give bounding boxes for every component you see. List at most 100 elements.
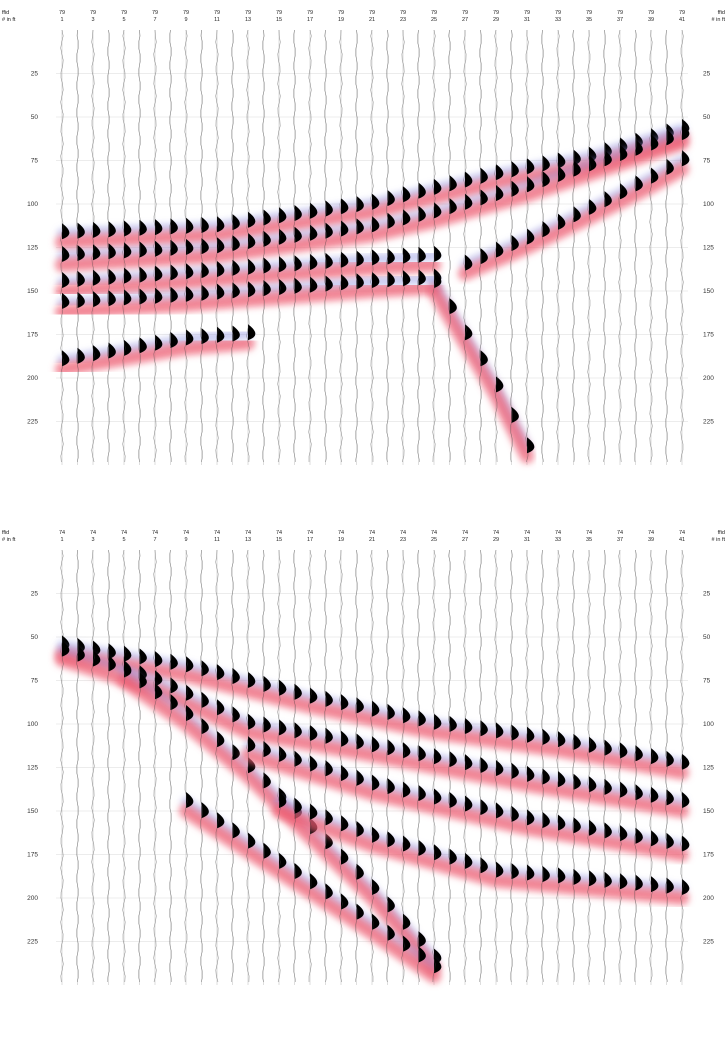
trace-wiggle — [370, 549, 374, 982]
wiggle-fill — [372, 272, 380, 288]
wiggle-fill — [527, 809, 535, 826]
trace-wiggle — [664, 549, 669, 983]
wiggle-fill — [341, 274, 349, 291]
trace-wiggle — [230, 549, 235, 983]
ffid-label: 74 — [679, 530, 685, 536]
wiggle-fill — [573, 206, 581, 223]
channel-label: 25 — [431, 537, 437, 543]
wiggle-fill — [325, 690, 333, 707]
wiggle-fill — [232, 744, 240, 761]
wiggle-fill — [620, 183, 628, 200]
wiggle-fill — [635, 175, 643, 192]
y-tick-label-right: 175 — [703, 852, 714, 859]
channel-label: 29 — [493, 17, 499, 23]
wiggle-fill — [403, 781, 411, 798]
wiggle-fill — [387, 271, 395, 288]
trace-wiggle — [509, 29, 514, 463]
channel-label: 7 — [153, 17, 156, 23]
ffid-label: 74 — [307, 530, 313, 536]
wiggle-fill — [356, 733, 364, 750]
wiggle-fill — [248, 713, 256, 730]
wiggle-fill — [201, 217, 209, 233]
y-tick-label-right: 125 — [703, 765, 714, 772]
wiggle-fill — [651, 830, 659, 847]
wiggle-fill — [232, 325, 240, 342]
wiggle-fill — [449, 751, 457, 768]
wiggle-fill — [155, 334, 163, 351]
wiggle-fill — [108, 655, 116, 672]
ffid-label: 79 — [462, 10, 468, 16]
wiggle-fill — [387, 924, 395, 941]
wiggle-fill — [651, 167, 659, 184]
channel-label: 13 — [245, 17, 251, 23]
y-tick-label-left: 200 — [27, 895, 38, 902]
wiggle-fill — [93, 345, 101, 362]
y-tick-label-left: 100 — [27, 721, 38, 728]
wiggle-fill — [155, 240, 163, 257]
wiggle-fill — [201, 691, 209, 708]
wiggle-fill — [434, 202, 442, 219]
trace-wiggle — [323, 549, 328, 983]
wiggle-fill — [542, 768, 550, 785]
trace-wiggle — [680, 549, 684, 983]
channel-label: 37 — [617, 537, 623, 543]
wiggle-fill — [449, 848, 457, 865]
wiggle-fill — [666, 877, 674, 894]
channel-label: 15 — [276, 537, 282, 543]
trace-wiggle — [478, 549, 483, 983]
wiggle-fill — [604, 822, 612, 839]
wiggle-fill — [325, 809, 333, 826]
wiggle-fill — [310, 687, 318, 704]
y-tick-label-right: 125 — [703, 245, 714, 252]
wiggle-fill — [496, 722, 504, 739]
trace-wiggle — [633, 549, 638, 983]
wiggle-fill — [217, 283, 225, 300]
ffid-label: 74 — [648, 530, 654, 536]
wiggle-fill — [589, 776, 597, 793]
wiggle-fill — [62, 350, 70, 367]
wiggle-fill — [573, 773, 581, 790]
trace-wiggle — [323, 29, 328, 463]
wiggle-fill — [434, 713, 442, 730]
wiggle-fill — [589, 736, 597, 753]
seismic-panel-bottom: ffid # in ft ffid # in ft 74 1 74 3 74 5 74 7 74 9 74 1… — [0, 520, 727, 1020]
wiggle-fill — [155, 219, 163, 236]
channel-label: 31 — [524, 537, 530, 543]
wiggle-fill — [310, 276, 318, 293]
y-tick-label-right: 25 — [703, 71, 711, 78]
trace-wiggle — [587, 549, 591, 983]
wiggle-fill — [217, 326, 225, 343]
channel-label: 21 — [369, 537, 375, 543]
wiggle-fill — [310, 755, 318, 772]
wiggle-fill — [542, 221, 550, 238]
channel-label: 39 — [648, 17, 654, 23]
trace-wiggle — [571, 549, 576, 983]
wiggle-fill — [604, 150, 612, 167]
wiggle-fill — [341, 893, 349, 910]
wiggle-fill — [294, 863, 302, 879]
trace-wiggle — [587, 29, 591, 463]
wiggle-fill — [372, 216, 380, 233]
channel-label: 33 — [555, 17, 561, 23]
seismic-event — [457, 150, 690, 282]
offset-header-label-left: # in ft — [2, 537, 16, 543]
trace-wiggle — [339, 549, 343, 983]
wiggle-fill — [449, 175, 457, 192]
wiggle-fill — [449, 298, 457, 315]
wiggle-fill — [496, 185, 504, 201]
ffid-label: 79 — [59, 10, 65, 16]
ffid-header-label-left: ffid — [2, 10, 9, 16]
positive-core — [59, 284, 437, 315]
channel-label: 25 — [431, 17, 437, 23]
wiggle-fill — [341, 198, 349, 215]
ffid-label: 74 — [586, 530, 592, 536]
wiggle-fill — [263, 209, 271, 226]
y-tick-label-right: 225 — [703, 939, 714, 946]
wiggle-fill — [217, 664, 225, 681]
wiggle-fill — [325, 252, 333, 269]
wiggle-fill — [232, 668, 240, 684]
wiggle-fill — [480, 248, 488, 265]
wiggle-fill — [170, 653, 178, 670]
channel-label: 35 — [586, 537, 592, 543]
